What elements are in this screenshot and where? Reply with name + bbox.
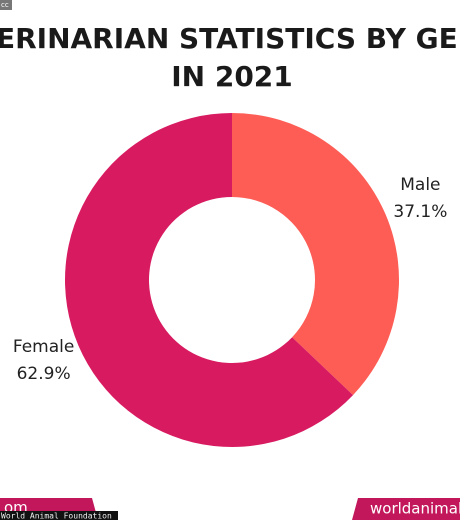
slice [232, 113, 399, 396]
slice-label: Female [13, 337, 74, 357]
watermark: World Animal Foundation [1, 512, 112, 520]
slice [64, 113, 354, 448]
watermark-box [0, 511, 118, 520]
slice-label: Male [400, 175, 440, 195]
chart-title: TERINARIAN STATISTICS BY GEN [0, 22, 460, 55]
value-label: 37.1% [393, 202, 447, 222]
chart-title: IN 2021 [171, 60, 293, 93]
value-label: 62.9% [17, 364, 71, 384]
badge: cc [1, 1, 9, 9]
badge-box [0, 0, 12, 10]
footer-right-bar [352, 498, 460, 520]
plot: Male 37.1% Female 62.9% [13, 113, 447, 448]
footer-right: worldanimalf [370, 500, 460, 518]
